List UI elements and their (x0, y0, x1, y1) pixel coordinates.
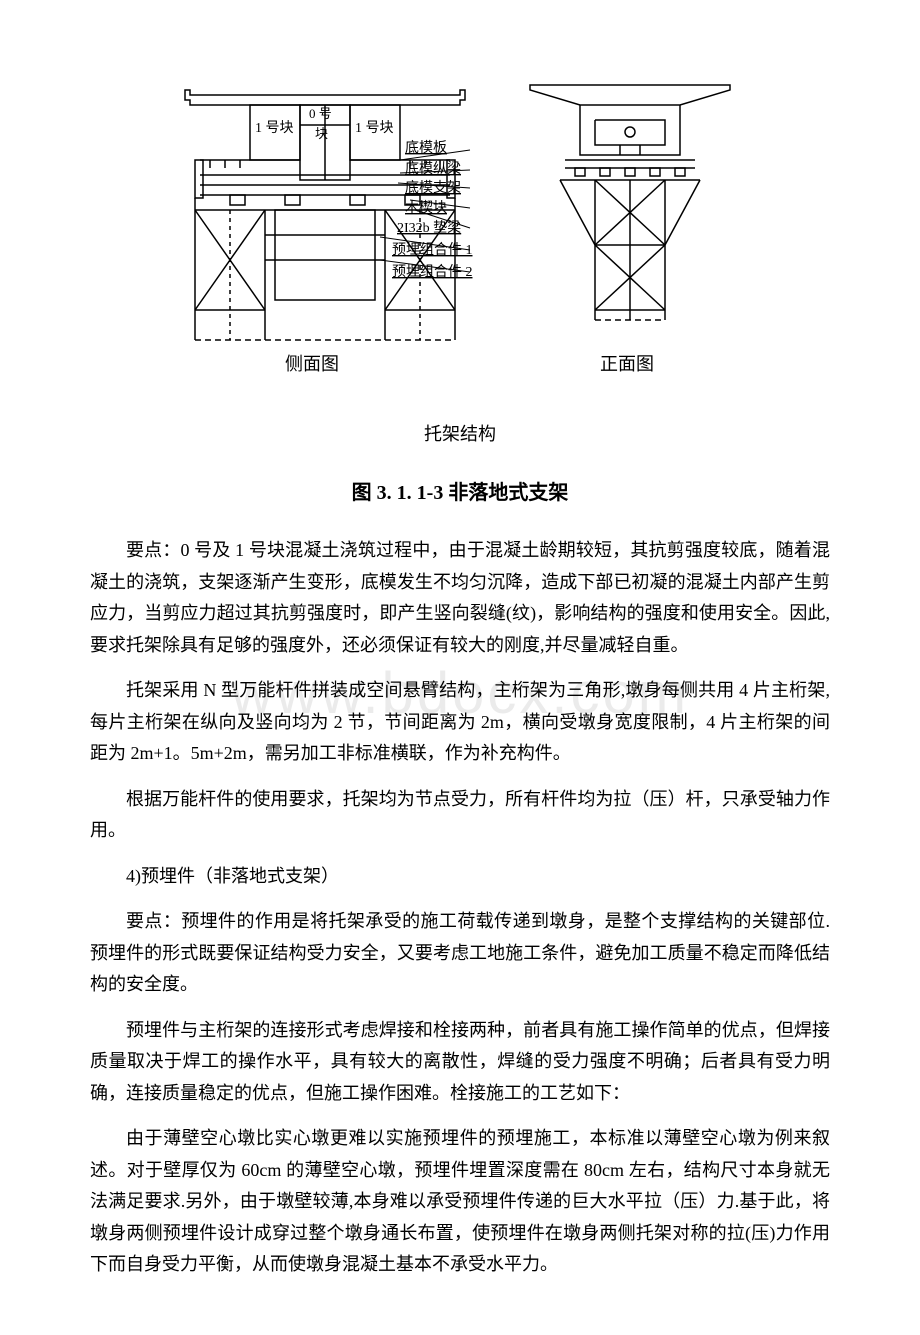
paragraph-5: 要点：预埋件的作用是将托架承受的施工荷载传递到墩身，是整个支撑结构的关键部位.预… (90, 906, 830, 1001)
anno-2: 底模支架 (405, 180, 461, 196)
diagram-svg: 1 号块 0 号 块 1 号块 底模板 底模纵梁 底模支架 木楔块 2I32b … (170, 60, 750, 410)
anno-0: 底模板 (405, 140, 447, 156)
anno-6: 预埋组合件 2 (392, 264, 473, 280)
paragraph-2: 托架采用 N 型万能杆件拼装成空间悬臂结构，主桁架为三角形,墩身每侧共用 4 片… (90, 675, 830, 770)
side-view-label: 侧面图 (285, 354, 339, 374)
anno-5: 预埋组合件 1 (392, 242, 473, 258)
page-content: 1 号块 0 号 块 1 号块 底模板 底模纵梁 底模支架 木楔块 2I32b … (90, 60, 830, 1281)
front-view-label: 正面图 (600, 354, 654, 374)
paragraph-1: 要点：0 号及 1 号块混凝土浇筑过程中，由于混凝土龄期较短，其抗剪强度较底，随… (90, 535, 830, 661)
anno-4: 2I32b 垫梁 (397, 220, 461, 236)
paragraph-3: 根据万能杆件的使用要求，托架均为节点受力，所有杆件均为拉（压）杆，只承受轴力作用… (90, 784, 830, 847)
bracket-structure-diagram: 1 号块 0 号 块 1 号块 底模板 底模纵梁 底模支架 木楔块 2I32b … (90, 60, 830, 410)
paragraph-6: 预埋件与主桁架的连接形式考虑焊接和栓接两种，前者具有施工操作简单的优点，但焊接质… (90, 1015, 830, 1110)
figure-title: 图 3. 1. 1-3 非落地式支架 (90, 476, 830, 505)
anno-3: 木楔块 (405, 200, 447, 216)
anno-1: 底模纵梁 (405, 161, 461, 177)
label-block-left: 1 号块 (255, 120, 294, 136)
label-block-center-top: 0 号 (309, 106, 332, 121)
paragraph-4: 4)预埋件（非落地式支架） (90, 861, 830, 893)
diagram-overall-caption: 托架结构 (90, 420, 830, 446)
label-block-center-bottom: 块 (315, 126, 328, 141)
label-block-right: 1 号块 (355, 120, 394, 136)
paragraph-7: 由于薄壁空心墩比实心墩更难以实施预埋件的预埋施工，本标准以薄壁空心墩为例来叙述。… (90, 1123, 830, 1281)
